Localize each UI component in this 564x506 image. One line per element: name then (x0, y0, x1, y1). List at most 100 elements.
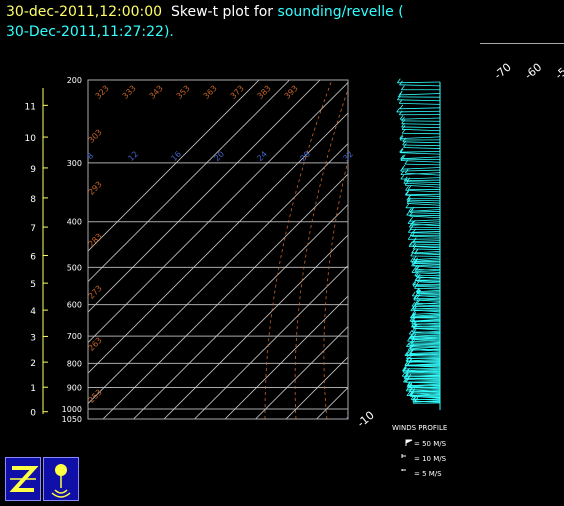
wind-barb-flag (410, 343, 414, 349)
wind-barb (400, 152, 441, 155)
wind-barb (399, 150, 441, 153)
dry-adiabat-label: 323 (94, 84, 111, 101)
wind-barb (397, 99, 441, 102)
wind-barb (411, 265, 441, 269)
wind-barb (416, 268, 441, 271)
wind-barb (400, 177, 441, 180)
altitude-tick-label: 6 (30, 252, 36, 262)
wind-barb-flag (409, 216, 413, 222)
wind-barb-flag (400, 174, 405, 180)
wind-barb (408, 360, 441, 363)
wind-barb (412, 316, 441, 319)
plot-frame (87, 79, 349, 420)
moist-adiabat-line (475, 80, 564, 419)
altitude-tick-label: 7 (30, 224, 36, 234)
wind-barb (408, 386, 441, 389)
wind-barb (401, 167, 441, 170)
isotherm-line (163, 234, 348, 419)
moist-adiabat-line (346, 405, 348, 419)
wind-barb (404, 179, 441, 182)
wind-barb-flag (404, 351, 409, 356)
wind-barb (397, 81, 441, 84)
wind-barb-flag (401, 164, 406, 170)
wind-barb-flag (411, 268, 416, 273)
wind-barb (400, 158, 441, 160)
altitude-tick-label: 4 (30, 307, 36, 317)
wind-barb (406, 346, 441, 349)
wind-barb (400, 169, 441, 172)
wind-barb-flag (405, 186, 409, 191)
moist-adiabat-line (378, 80, 422, 419)
isotherm-label-top: -60 (522, 61, 544, 83)
isotherm-line (88, 80, 290, 283)
wind-barb (412, 223, 441, 227)
sounding-source: sounding/revelle ( (277, 4, 404, 20)
wind-barb (414, 400, 441, 403)
wind-barb (411, 304, 441, 307)
wind-barb (400, 117, 441, 120)
mixing-ratio-line (431, 305, 519, 419)
wind-barb (410, 223, 441, 226)
wind-barb (403, 377, 441, 379)
wind-barb (409, 215, 441, 219)
isotherm-line (194, 264, 348, 419)
dry-adiabat-line (352, 80, 390, 419)
wind-barb-flag (406, 356, 411, 362)
wind-barb (409, 351, 441, 354)
dry-adiabat-line (541, 80, 564, 419)
wind-barb-flag (410, 257, 414, 262)
altitude-tick-label: 2 (30, 359, 36, 369)
wind-barb (408, 209, 441, 212)
wind-barb-flag (399, 104, 404, 110)
weather-balloon-icon[interactable] (43, 457, 79, 501)
wind-barb-flag (411, 248, 415, 254)
isotherm-line (346, 417, 348, 419)
wind-barb-flag (399, 115, 404, 120)
wind-barb (403, 182, 441, 186)
wind-barb-flag (398, 110, 403, 115)
wind-barb (403, 381, 441, 383)
wind-barb-flag (406, 342, 410, 347)
wind-barb (407, 203, 441, 206)
wind-barb-flag (396, 107, 400, 113)
wind-barb (410, 342, 441, 345)
isotherm-line (439, 80, 564, 419)
wind-barb-flag (409, 240, 413, 246)
wind-barb (405, 172, 441, 176)
wind-barb (406, 199, 441, 202)
wind-barb-flag (403, 179, 408, 184)
wind-barb (413, 257, 441, 261)
wind-barb (414, 263, 441, 265)
pressure-tick-label: 600 (67, 301, 82, 310)
isotherm-line (469, 80, 564, 419)
wind-barb (412, 285, 441, 288)
z-logo-icon[interactable] (5, 457, 41, 501)
wind-barb-flag (401, 154, 406, 159)
wind-barb (402, 141, 441, 144)
isotherm-label-top: -50 (553, 61, 564, 83)
altitude-tick-label: 9 (30, 165, 36, 175)
altitude-tick-label: 5 (30, 280, 36, 290)
pressure-tick-label: 500 (67, 263, 82, 272)
wind-barb (410, 347, 441, 351)
parcel-profile-line (465, 126, 525, 409)
wind-barb (407, 379, 441, 381)
wind-barb-flag (404, 190, 409, 196)
wind-barb-flag (412, 280, 416, 286)
wind-barb (408, 231, 441, 233)
wind-barb-flag (400, 154, 404, 160)
wind-barb (405, 189, 441, 193)
dry-adiabat-label: 393 (283, 84, 300, 101)
wind-barb (409, 219, 441, 222)
wind-barb (403, 147, 441, 149)
wind-barb (407, 221, 441, 224)
isotherm-line (88, 80, 260, 252)
mixing-ratio-label: 24 (255, 149, 269, 163)
wind-barb (413, 240, 441, 242)
wind-barb (410, 212, 441, 215)
wind-barb (402, 144, 441, 147)
dewpoint-profile-line (352, 80, 539, 409)
isotherm-label-top: -70 (492, 61, 514, 83)
wind-barb (412, 336, 441, 339)
